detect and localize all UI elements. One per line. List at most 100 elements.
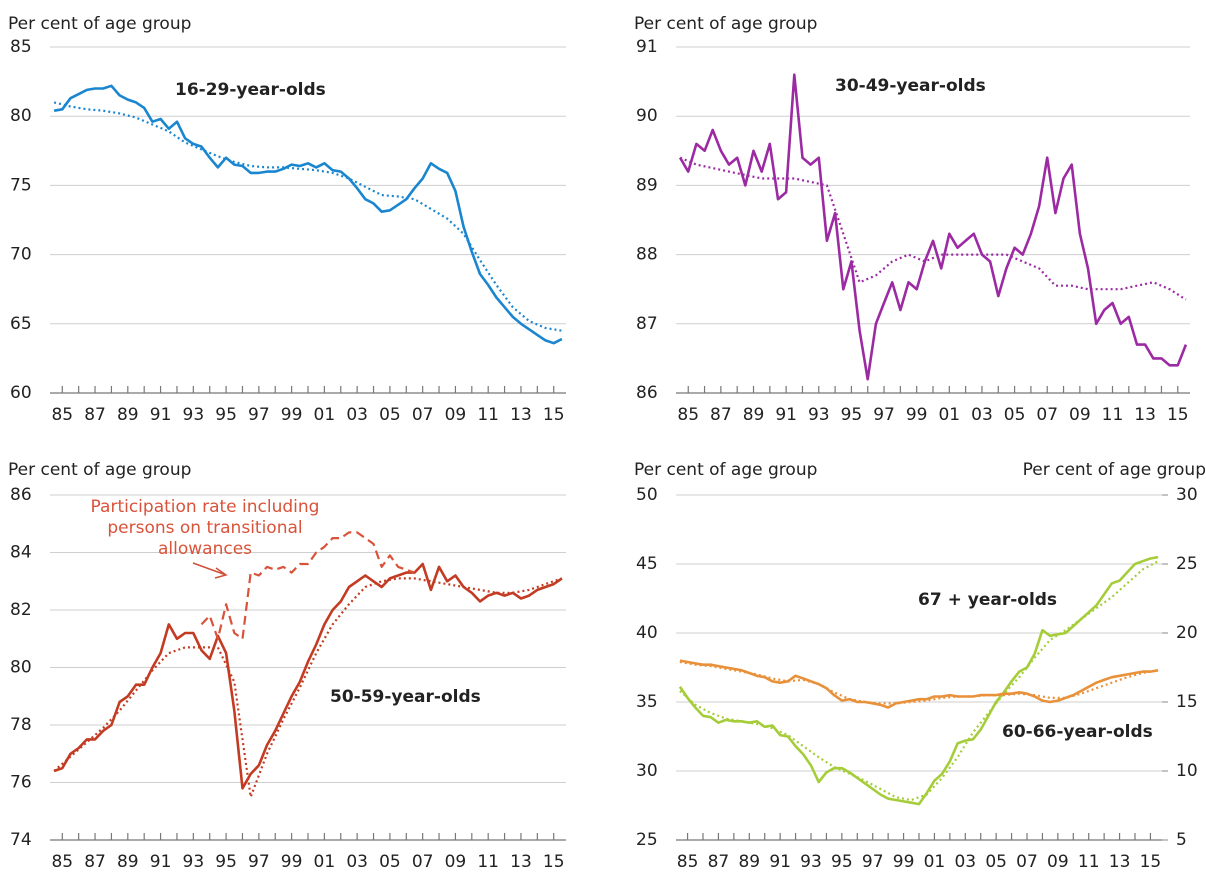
x-tick-label: 01: [938, 405, 960, 425]
x-tick-label: 85: [51, 852, 73, 872]
x-tick-label: 93: [183, 405, 205, 425]
y-tick-label: 87: [636, 314, 658, 334]
x-tick-label: 15: [1167, 405, 1189, 425]
y-tick-label: 89: [636, 175, 658, 195]
y2-tick-label: 20: [1176, 623, 1198, 643]
y-tick-label: 74: [10, 830, 32, 850]
x-tick-label: 05: [1004, 405, 1026, 425]
y-tick-label: 30: [636, 761, 658, 781]
x-tick-label: 01: [924, 852, 946, 872]
series-label: 50-59-year-olds: [330, 687, 481, 707]
x-tick-label: 09: [1047, 852, 1069, 872]
x-tick-label: 09: [1069, 405, 1091, 425]
x-tick-label: 89: [117, 852, 139, 872]
series-label: 16-29-year-olds: [175, 80, 326, 100]
y-tick-label: 78: [10, 715, 32, 735]
series-label: 60-66-year-olds: [1002, 722, 1153, 742]
y-tick-label: 80: [10, 106, 32, 126]
x-tick-label: 15: [543, 852, 565, 872]
x-tick-label: 03: [346, 852, 368, 872]
x-tick-label: 07: [1016, 852, 1038, 872]
x-tick-label: 89: [738, 852, 760, 872]
y2-tick-label: 10: [1176, 761, 1198, 781]
y2-tick-label: 25: [1176, 554, 1198, 574]
x-tick-label: 13: [1109, 852, 1131, 872]
y-axis-title: Per cent of age group: [634, 14, 817, 34]
x-tick-label: 97: [248, 405, 270, 425]
y-axis-title: Per cent of age group: [8, 14, 191, 34]
y-tick-label: 35: [636, 692, 658, 712]
x-tick-label: 95: [215, 405, 237, 425]
x-tick-label: 05: [379, 852, 401, 872]
series-line: [679, 156, 1187, 301]
y-tick-label: 65: [10, 314, 32, 334]
x-tick-label: 13: [1134, 405, 1156, 425]
y-tick-label: 86: [636, 383, 658, 403]
x-tick-label: 91: [775, 405, 797, 425]
annotation-arrow: [192, 562, 228, 579]
x-tick-label: 89: [117, 405, 139, 425]
x-tick-label: 99: [906, 405, 928, 425]
y-tick-label: 76: [10, 773, 32, 793]
y-tick-label: 60: [10, 383, 32, 403]
x-tick-label: 93: [183, 852, 205, 872]
x-tick-label: 87: [84, 852, 106, 872]
x-tick-label: 97: [862, 852, 884, 872]
series-label: 67 + year-olds: [918, 590, 1057, 610]
x-tick-label: 03: [954, 852, 976, 872]
y-tick-label: 70: [10, 245, 32, 265]
y-tick-label: 40: [636, 623, 658, 643]
x-tick-label: 91: [150, 405, 172, 425]
x-tick-label: 99: [281, 405, 303, 425]
y2-tick-label: 15: [1176, 692, 1198, 712]
x-tick-label: 13: [510, 405, 532, 425]
x-tick-label: 09: [445, 405, 467, 425]
y-axis-title: Per cent of age group: [8, 460, 191, 480]
y-tick-label: 88: [636, 245, 658, 265]
x-tick-label: 07: [412, 852, 434, 872]
series-line: [679, 660, 1159, 705]
x-tick-label: 11: [477, 852, 499, 872]
x-tick-label: 87: [84, 405, 106, 425]
x-tick-label: 01: [314, 852, 336, 872]
x-tick-label: 09: [445, 852, 467, 872]
x-tick-label: 93: [808, 405, 830, 425]
x-tick-label: 97: [248, 852, 270, 872]
y-tick-label: 91: [636, 37, 658, 57]
x-tick-label: 05: [379, 405, 401, 425]
series-line: [53, 577, 563, 798]
x-tick-label: 85: [51, 405, 73, 425]
y-tick-label: 75: [10, 175, 32, 195]
series-line: [53, 562, 563, 790]
series-line: [678, 555, 1159, 806]
x-tick-label: 87: [708, 852, 730, 872]
series-line: [679, 659, 1159, 709]
series-line: [53, 84, 563, 345]
annotation-text: Participation rate including persons on …: [90, 497, 320, 559]
y-tick-label: 85: [10, 37, 32, 57]
y2-axis-title: Per cent of age group: [1023, 460, 1206, 480]
y-tick-label: 45: [636, 554, 658, 574]
x-tick-label: 97: [873, 405, 895, 425]
x-tick-label: 95: [841, 405, 863, 425]
y2-tick-label: 30: [1176, 485, 1198, 505]
y-axis-title: Per cent of age group: [634, 460, 817, 480]
y-tick-label: 84: [10, 543, 32, 563]
x-tick-label: 95: [215, 852, 237, 872]
y-tick-label: 86: [10, 485, 32, 505]
x-tick-label: 07: [412, 405, 434, 425]
x-tick-label: 99: [281, 852, 303, 872]
series-line: [200, 531, 415, 640]
series-label: 30-49-year-olds: [835, 76, 986, 96]
series-annotation: Participation rate including persons on …: [90, 497, 320, 559]
series-line: [678, 73, 1188, 381]
y-tick-label: 25: [636, 830, 658, 850]
x-tick-label: 85: [677, 852, 699, 872]
y-tick-label: 50: [636, 485, 658, 505]
series-line: [53, 101, 563, 332]
x-tick-label: 11: [477, 405, 499, 425]
x-tick-label: 89: [743, 405, 765, 425]
y-tick-label: 82: [10, 600, 32, 620]
